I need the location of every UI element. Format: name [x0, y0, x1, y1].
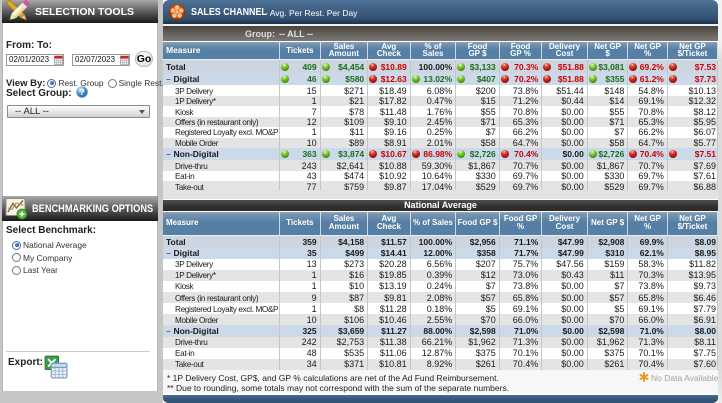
svg-text:?: ?	[79, 87, 84, 97]
